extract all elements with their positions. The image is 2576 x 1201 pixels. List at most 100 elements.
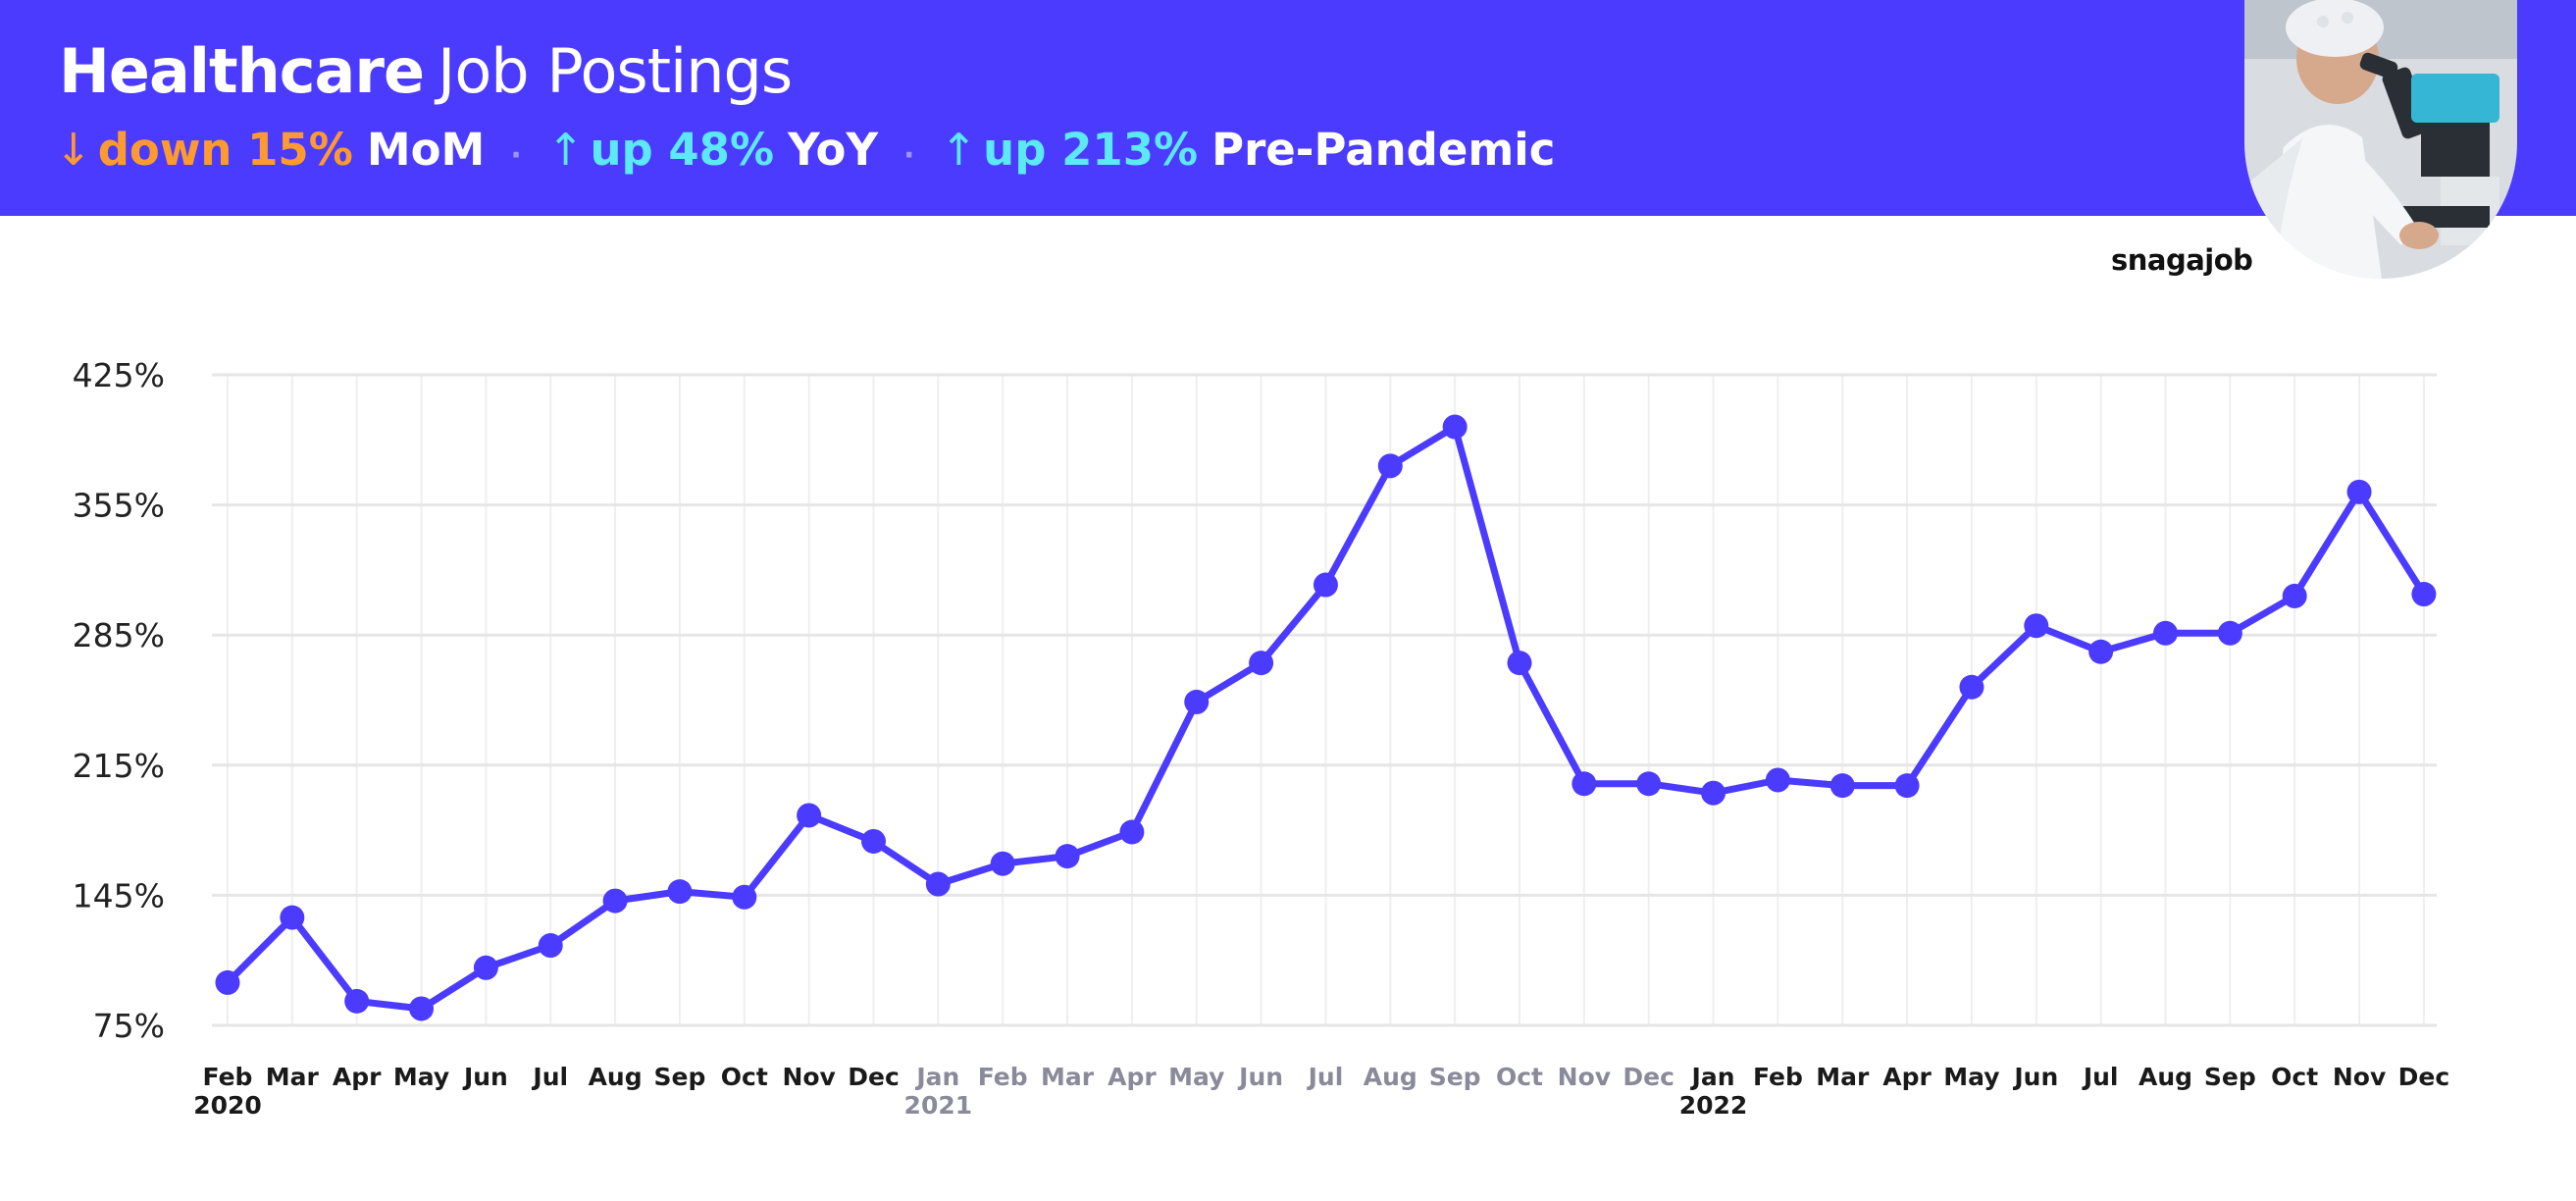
- x-tick-label: Sep: [1429, 1063, 1481, 1091]
- microscope-illustration: [2244, 0, 2517, 279]
- y-tick-label: 145%: [73, 876, 165, 914]
- data-point: [1313, 572, 1338, 598]
- data-point: [1571, 771, 1597, 797]
- horizontal-gridlines: [212, 373, 2437, 1027]
- x-tick-label: Sep: [2204, 1063, 2256, 1091]
- x-tick-label: Apr: [333, 1063, 382, 1091]
- y-axis-ticks: 75% 145% 215% 285% 355% 425%: [73, 356, 165, 1045]
- stat-prepandemic-value: up 213%: [983, 124, 1199, 176]
- data-point: [990, 851, 1015, 876]
- x-tick-label: Aug: [2138, 1063, 2192, 1091]
- x-tick-label: Jul: [2082, 1063, 2119, 1091]
- x-tick-label: Nov: [1558, 1063, 1611, 1091]
- data-point: [925, 871, 951, 897]
- data-point: [409, 996, 435, 1021]
- data-point: [2282, 583, 2307, 608]
- data-point: [215, 969, 240, 995]
- x-tick-label: Feb: [1753, 1063, 1803, 1091]
- x-tick-label: Oct: [2271, 1063, 2318, 1091]
- data-point: [1377, 453, 1403, 479]
- data-point: [861, 828, 886, 854]
- header-banner: [0, 0, 2576, 216]
- data-point: [2411, 582, 2437, 607]
- x-tick-label: Dec: [1623, 1063, 1674, 1091]
- data-point: [602, 888, 628, 914]
- x-tick-label: Dec: [848, 1063, 900, 1091]
- data-point: [1249, 651, 1274, 676]
- series-points: [215, 414, 2437, 1021]
- data-point: [1959, 674, 1984, 700]
- x-tick-label: Nov: [2333, 1063, 2386, 1091]
- brand-logo: snagajob: [2111, 243, 2253, 277]
- x-tick-label: Mar: [1041, 1063, 1095, 1091]
- data-point: [1507, 651, 1532, 676]
- y-tick-label: 425%: [73, 356, 165, 394]
- x-tick-label: Jun: [462, 1063, 508, 1091]
- data-point: [473, 955, 498, 980]
- data-point: [1055, 844, 1080, 869]
- x-tick-label: Feb: [203, 1063, 253, 1091]
- x-tick-label: Jun: [1237, 1063, 1283, 1091]
- stat-prepandemic-label: Pre-Pandemic: [1211, 124, 1556, 176]
- title-light: Job Postings: [438, 35, 793, 107]
- x-tick-label: Aug: [589, 1063, 643, 1091]
- data-point: [1829, 773, 1855, 799]
- data-point: [1442, 414, 1468, 440]
- x-tick-label: Jul: [1307, 1063, 1344, 1091]
- data-point: [1119, 819, 1145, 845]
- x-tick-label: May: [393, 1063, 449, 1091]
- data-point: [2217, 620, 2242, 646]
- x-tick-label: Jul: [531, 1063, 568, 1091]
- x-year-label: 2022: [1679, 1091, 1748, 1120]
- data-point: [2024, 613, 2049, 639]
- x-axis-ticks: Feb Mar Apr May Jun Jul Aug Sep Oct Nov Dec Jan Feb M…: [193, 1063, 2449, 1120]
- arrow-up-icon: ↑: [546, 124, 585, 176]
- stat-prepandemic: ↑ up 213% Pre-Pandemic: [940, 124, 1555, 176]
- data-point: [344, 988, 370, 1014]
- y-tick-label: 75%: [93, 1007, 165, 1045]
- stat-yoy-value: up 48%: [590, 124, 775, 176]
- x-tick-label: Apr: [1882, 1063, 1932, 1091]
- x-tick-label: Apr: [1108, 1063, 1157, 1091]
- x-year-label: 2020: [193, 1091, 262, 1120]
- stat-separator: ·: [510, 138, 522, 173]
- data-point: [1765, 767, 1790, 793]
- page-title: Healthcare Job Postings: [59, 35, 793, 107]
- data-point: [538, 933, 563, 959]
- x-tick-label: Mar: [1816, 1063, 1870, 1091]
- stat-yoy-label: YoY: [788, 124, 879, 176]
- data-point: [280, 905, 305, 930]
- x-tick-label: Oct: [1496, 1063, 1543, 1091]
- vertical-gridlines: [227, 375, 2425, 1025]
- data-point: [2088, 639, 2114, 664]
- y-tick-label: 215%: [73, 747, 165, 785]
- stat-yoy: ↑ up 48% YoY: [547, 124, 878, 176]
- y-tick-label: 285%: [73, 616, 165, 654]
- title-bold: Healthcare: [59, 35, 425, 107]
- y-tick-label: 355%: [73, 487, 165, 525]
- data-point: [732, 884, 757, 910]
- x-year-label: 2021: [904, 1091, 973, 1120]
- x-tick-label: Nov: [782, 1063, 835, 1091]
- stat-separator: ·: [903, 138, 915, 173]
- x-tick-label: Jan: [1690, 1063, 1735, 1091]
- lab-worker-photo: [2244, 0, 2517, 279]
- stat-mom-value: down 15%: [97, 124, 353, 176]
- data-point: [667, 879, 693, 905]
- x-tick-label: Dec: [2398, 1063, 2450, 1091]
- data-point: [2153, 620, 2178, 646]
- data-point: [1184, 689, 1210, 714]
- stats-row: ↓ down 15% MoM · ↑ up 48% YoY · ↑ up 213…: [55, 124, 1555, 176]
- arrow-down-icon: ↓: [55, 124, 92, 176]
- data-point: [1636, 771, 1662, 797]
- data-point: [1701, 780, 1726, 806]
- x-tick-label: May: [1943, 1063, 1999, 1091]
- x-tick-label: Jun: [2012, 1063, 2058, 1091]
- x-tick-label: Oct: [721, 1063, 768, 1091]
- x-tick-label: Aug: [1364, 1063, 1417, 1091]
- stat-mom-label: MoM: [366, 124, 486, 176]
- arrow-up-icon: ↑: [940, 124, 978, 176]
- data-point: [1894, 773, 1920, 799]
- data-point: [797, 803, 822, 828]
